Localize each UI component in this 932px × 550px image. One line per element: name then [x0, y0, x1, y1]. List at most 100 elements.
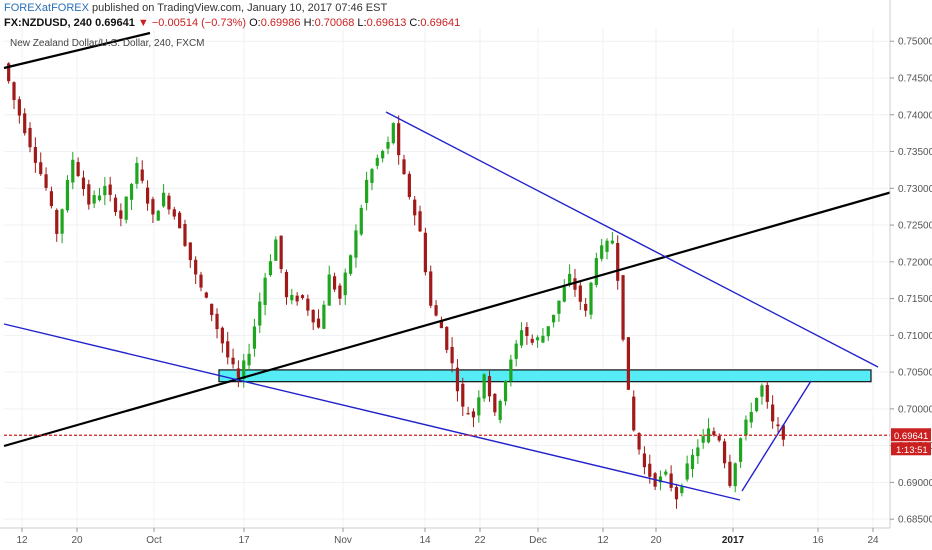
candle-body — [439, 321, 444, 329]
candle-body — [92, 195, 96, 204]
candle-body — [701, 436, 705, 443]
upper-left-trendline[interactable] — [3, 31, 151, 70]
candle-body — [188, 242, 192, 261]
candle-body — [600, 245, 604, 259]
candle-body — [429, 271, 433, 306]
price-axis[interactable]: 0.75000 0.74500 0.74000 0.73500 0.73000 0.725… — [889, 0, 932, 550]
candle-body — [493, 393, 497, 413]
candle-body — [423, 232, 427, 273]
candle-body — [295, 295, 299, 302]
candle-body — [503, 380, 508, 402]
candle-body — [76, 162, 80, 177]
candle-body — [290, 294, 294, 301]
candle-body — [7, 63, 11, 82]
y-tick-label: 0.72500 — [898, 221, 932, 232]
candle-body — [610, 240, 614, 244]
candle-body — [674, 487, 679, 500]
candle-body — [434, 305, 438, 316]
candle-body — [338, 285, 342, 299]
candle-body — [359, 207, 363, 235]
descending-support-line[interactable] — [3, 323, 741, 501]
candle-body — [365, 179, 369, 203]
candle-body — [578, 285, 582, 302]
low-label: L: — [357, 17, 367, 29]
close-label: C: — [409, 17, 421, 29]
time-axis-bg — [0, 528, 890, 550]
drawing-zone — [218, 369, 872, 383]
candle-body — [397, 123, 401, 156]
candle-body — [648, 463, 652, 477]
chart-title: New Zealand Dollar/U.S. Dollar, 240, FXC… — [10, 38, 205, 49]
candle-body — [589, 282, 593, 315]
candle-body — [12, 82, 16, 101]
candle-body — [706, 428, 711, 443]
candle-body — [215, 313, 219, 330]
candle-body — [642, 453, 647, 468]
candle-body — [765, 384, 769, 402]
x-tick-label: 12 — [16, 535, 28, 546]
candle-body — [145, 187, 150, 204]
last-price-tag-label: 0.69641 — [894, 431, 928, 442]
open-label: O: — [249, 17, 261, 29]
candle-body — [178, 212, 182, 229]
candle-body — [33, 147, 37, 163]
y-tick-label: 0.73500 — [898, 147, 932, 158]
candle-body — [658, 476, 663, 483]
short-rising-trendline[interactable] — [741, 380, 812, 492]
candle-body — [728, 461, 732, 486]
publish-line: FOREXatFOREX published on TradingView.co… — [4, 1, 460, 16]
candle-body — [327, 274, 331, 306]
last-price: 0.69641 — [95, 17, 135, 29]
candle-body — [252, 326, 257, 349]
candle-body — [322, 304, 326, 329]
candle-body — [119, 210, 123, 219]
candle-body — [28, 127, 32, 148]
candle-body — [760, 385, 764, 397]
candle-body — [712, 431, 716, 436]
candle-body — [311, 309, 315, 323]
time-axis[interactable]: 12 20 Oct 17 Nov 14 22 Dec 12 20 2017 16 24 — [0, 527, 890, 550]
candle-body — [781, 425, 785, 440]
x-tick-label: Dec — [529, 535, 547, 546]
long-rising-trendline[interactable] — [3, 182, 921, 448]
candle-body — [49, 191, 54, 207]
candle-body — [316, 318, 321, 328]
candle-body — [194, 259, 198, 275]
candle-body — [39, 162, 43, 175]
candle-body — [621, 275, 625, 340]
candle-body — [124, 196, 128, 220]
candle-body — [632, 396, 636, 431]
candle-body — [413, 199, 417, 216]
candle-body — [744, 419, 748, 436]
candle-body — [343, 272, 347, 296]
candle-body — [594, 258, 598, 285]
support-resistance-zone[interactable] — [218, 369, 872, 383]
countdown-tag-label: 1:13:51 — [896, 445, 928, 456]
close-value: 0.69641 — [420, 17, 461, 29]
y-tick-label: 0.75000 — [898, 37, 932, 48]
x-tick-label: 17 — [238, 535, 250, 546]
candle-body — [605, 240, 609, 252]
open-value: 0.69986 — [260, 17, 301, 29]
candle-body — [696, 447, 700, 457]
candle-body — [183, 223, 187, 246]
descending-resistance-line[interactable] — [385, 111, 879, 368]
author-link[interactable]: FOREXatFOREX — [4, 2, 89, 14]
candle-body — [626, 337, 630, 390]
candle-body — [771, 404, 775, 422]
change-value: −0.00514 (−0.73%) — [151, 17, 247, 29]
x-tick-label: 20 — [71, 535, 83, 546]
candle-body — [755, 398, 759, 412]
y-tick-label: 0.71000 — [898, 331, 932, 342]
candle-body — [407, 173, 411, 198]
candle-body — [247, 353, 251, 366]
candle-body — [354, 230, 358, 258]
candle-body — [509, 359, 513, 382]
candle-body — [172, 209, 176, 217]
low-value: 0.69613 — [366, 17, 407, 29]
candle-body — [616, 242, 620, 281]
candle-body — [263, 277, 267, 305]
candle-body — [204, 292, 208, 298]
candle-body — [573, 278, 577, 290]
